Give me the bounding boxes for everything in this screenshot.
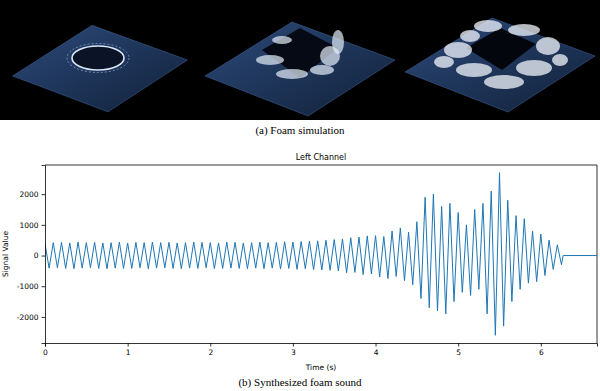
tick-label: -2000	[17, 313, 39, 322]
tick: 2	[208, 343, 213, 357]
chart: 0 1 2 3 4 5 6 -2000 -1000 0 1000 2000 Left Channel Ti…	[1, 153, 598, 372]
tick-mark	[376, 343, 377, 347]
foam-patch	[474, 20, 502, 32]
frame-top	[45, 165, 597, 166]
tick: 6	[539, 343, 544, 357]
foam-hole	[72, 46, 124, 70]
caption: (a) Foam simulation	[255, 124, 345, 137]
tick-label: 2000	[19, 190, 38, 199]
tick: 4	[374, 343, 379, 357]
tick-label: -1000	[17, 282, 39, 291]
image-panel	[205, 22, 395, 116]
tick-mark	[458, 343, 459, 347]
foam-plane	[405, 18, 595, 112]
tick-label: 4	[374, 348, 379, 357]
tick: 0	[43, 343, 48, 357]
signal-line	[45, 173, 597, 336]
chart-title: Left Channel	[296, 153, 346, 162]
tick-label: 6	[539, 348, 544, 357]
tick-mark	[42, 256, 46, 257]
foam-patch	[508, 24, 540, 36]
image-panel	[13, 25, 188, 111]
foam-ring	[67, 44, 129, 73]
tick: 0	[34, 251, 45, 260]
caption: (b) Synthesized foam sound	[238, 376, 362, 389]
tick-mark	[210, 343, 211, 347]
foam-patch	[516, 60, 552, 76]
x-axis-line	[46, 344, 598, 347]
tick-label: 3	[291, 348, 296, 357]
foam-patch	[484, 75, 524, 89]
frame-right	[597, 165, 598, 343]
foam-patch	[552, 54, 568, 66]
plot-area	[45, 173, 597, 336]
y-axis: -2000 -1000 0 1000 2000	[17, 166, 46, 344]
figure: (a) Foam simulation 0 1 2 3 4 5 6 -2000 -1000 0 100…	[0, 0, 600, 391]
foam-ring	[72, 46, 124, 70]
tick: -1000	[17, 282, 45, 291]
foam-plane	[205, 22, 395, 116]
foam-plane	[13, 25, 188, 111]
image-strip	[0, 0, 600, 120]
tick: 3	[291, 343, 296, 357]
foam-patch	[460, 30, 480, 42]
tick-mark	[293, 343, 294, 347]
foam-patch	[444, 42, 472, 58]
y-axis-line	[42, 166, 46, 344]
tick-mark	[42, 286, 46, 287]
foam-patch	[332, 30, 344, 54]
x-axis: 0 1 2 3 4 5 6	[43, 343, 597, 357]
tick: 1	[126, 343, 131, 357]
image-panel	[405, 18, 595, 112]
foam-patch	[272, 36, 292, 44]
tick-label: 5	[456, 348, 461, 357]
x-axis-title: Time (s)	[305, 363, 337, 372]
tick: 1000	[19, 221, 45, 230]
foam-patch	[434, 56, 454, 68]
tick-label: 1000	[19, 221, 38, 230]
tick-mark	[42, 317, 46, 318]
tick: 5	[456, 343, 461, 357]
foam-patch	[276, 69, 308, 79]
tick-mark	[128, 343, 129, 347]
tick-mark	[42, 194, 46, 195]
foam-patch	[256, 55, 284, 65]
tick-label: 2	[208, 348, 213, 357]
tick: -2000	[17, 313, 45, 322]
tick-mark	[42, 225, 46, 226]
y-axis-title: Signal Value	[1, 231, 10, 277]
tick-label: 0	[43, 348, 48, 357]
foam-patch	[310, 65, 334, 75]
image-background	[0, 0, 600, 120]
tick-label: 1	[126, 348, 131, 357]
foam-patch	[536, 37, 560, 55]
foam-patch	[456, 63, 492, 77]
tick: 2000	[19, 190, 45, 199]
tick-label: 0	[34, 251, 39, 260]
tick-mark	[541, 343, 542, 347]
